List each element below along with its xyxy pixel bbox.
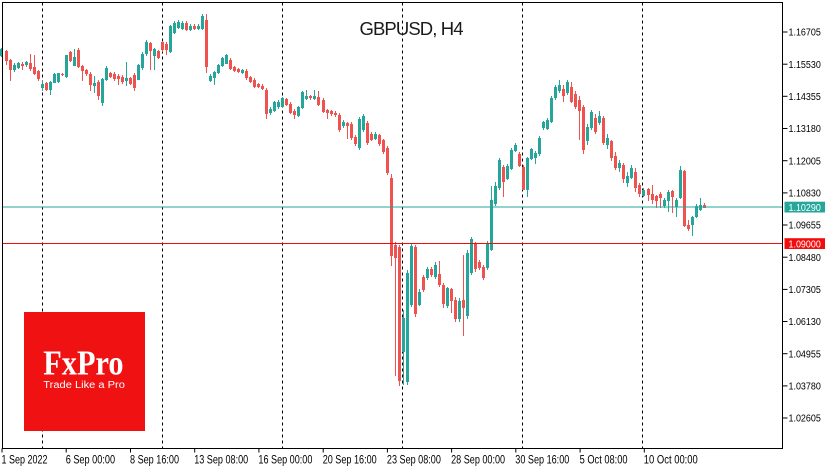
svg-text:1.02605: 1.02605 (789, 414, 822, 425)
svg-text:16 Sep 00:00: 16 Sep 00:00 (258, 454, 312, 466)
svg-text:1.12005: 1.12005 (789, 156, 822, 167)
svg-text:GBPUSD, H4: GBPUSD, H4 (360, 18, 464, 39)
svg-text:Trade Like a Pro: Trade Like a Pro (43, 380, 125, 391)
svg-text:1.08480: 1.08480 (789, 253, 822, 264)
svg-text:1.06130: 1.06130 (789, 317, 822, 328)
svg-text:13 Sep 08:00: 13 Sep 08:00 (194, 454, 248, 466)
svg-text:1.07305: 1.07305 (789, 285, 822, 296)
svg-text:FxPro: FxPro (43, 345, 123, 383)
svg-text:23 Sep 08:00: 23 Sep 08:00 (387, 454, 441, 466)
svg-text:8 Sep 16:00: 8 Sep 16:00 (130, 454, 179, 466)
svg-text:1.15530: 1.15530 (789, 60, 822, 71)
svg-text:1.10290: 1.10290 (789, 203, 822, 214)
svg-text:28 Sep 00:00: 28 Sep 00:00 (451, 454, 505, 466)
svg-text:20 Sep 16:00: 20 Sep 16:00 (323, 454, 377, 466)
svg-text:1.09655: 1.09655 (789, 221, 822, 232)
svg-text:5 Oct 08:00: 5 Oct 08:00 (580, 454, 628, 466)
svg-text:1.14355: 1.14355 (789, 92, 822, 103)
svg-text:6 Sep 00:00: 6 Sep 00:00 (66, 454, 115, 466)
svg-text:1.04955: 1.04955 (789, 349, 822, 360)
svg-text:1.16705: 1.16705 (789, 28, 822, 39)
svg-text:10 Oct 00:00: 10 Oct 00:00 (644, 454, 698, 466)
svg-text:1.09000: 1.09000 (789, 239, 822, 250)
svg-text:1 Sep 2022: 1 Sep 2022 (2, 454, 48, 466)
svg-text:1.13180: 1.13180 (789, 124, 822, 135)
svg-text:1.10830: 1.10830 (789, 189, 822, 200)
svg-text:1.03780: 1.03780 (789, 382, 822, 393)
svg-text:30 Sep 16:00: 30 Sep 16:00 (515, 454, 569, 466)
